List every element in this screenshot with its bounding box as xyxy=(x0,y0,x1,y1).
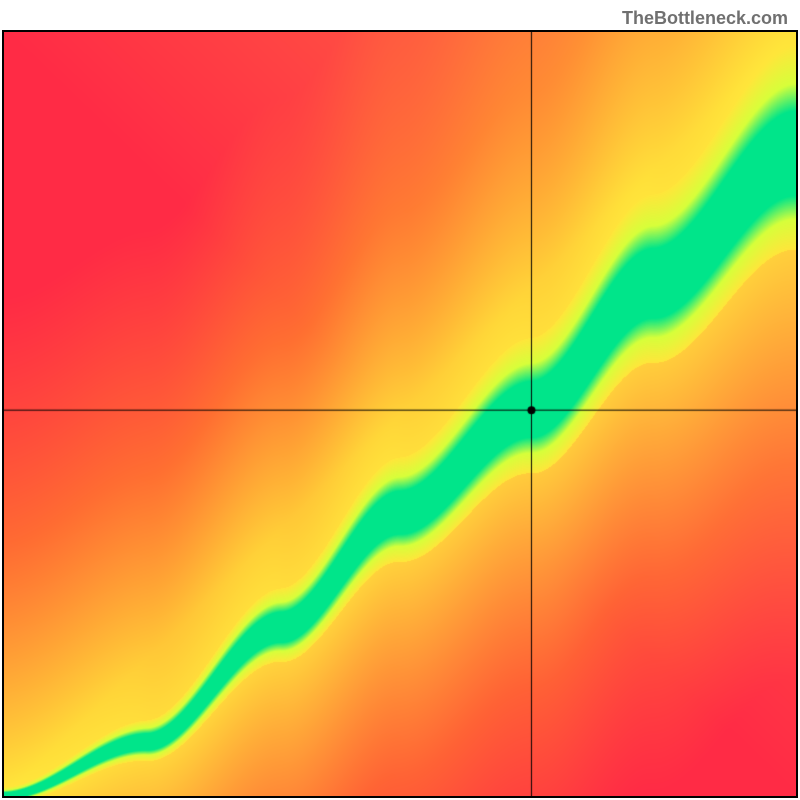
plot-border xyxy=(2,30,798,798)
chart-container: TheBottleneck.com xyxy=(0,0,800,800)
attribution-text: TheBottleneck.com xyxy=(622,8,788,29)
bottleneck-heatmap xyxy=(4,32,796,796)
